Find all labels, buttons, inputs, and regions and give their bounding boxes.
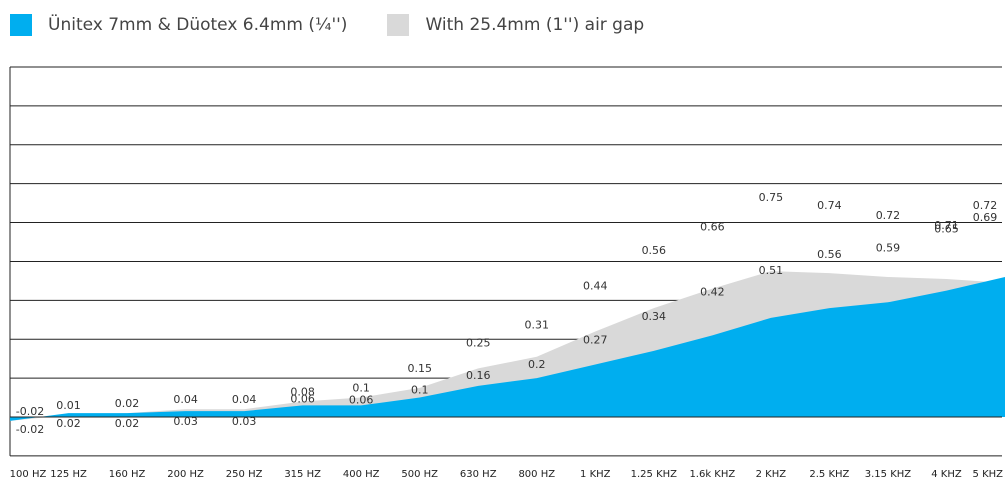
data-label: 0.66 — [700, 221, 725, 234]
data-label: 0.27 — [583, 334, 608, 347]
legend-swatch-unitex — [10, 14, 32, 36]
x-tick-label: 1.6k KHZ — [689, 469, 735, 480]
data-labels: -0.02 0.02 0.02 0.03 0.030.06 0.060.10.160.20… — [16, 191, 997, 436]
data-label: 0.01 — [56, 399, 81, 412]
data-label: 0.02 — [56, 417, 81, 430]
data-label: 0.56 — [817, 248, 842, 261]
x-tick-label: 3.15 KHZ — [865, 469, 912, 480]
data-label: -0.02 — [16, 423, 44, 436]
data-label: 0.59 — [876, 241, 901, 254]
data-label: 0.03 — [173, 415, 198, 428]
data-label: 0.44 — [583, 279, 608, 292]
x-tick-label: 200 HZ — [167, 469, 204, 480]
x-tick-label: 5 KHZ — [973, 469, 1004, 480]
data-label: 0.72 — [876, 209, 901, 222]
data-label: 0.72 — [973, 199, 998, 212]
x-tick-label: 630 HZ — [460, 469, 497, 480]
x-tick-label: 125 HZ — [50, 469, 87, 480]
legend-swatch-air-gap — [387, 14, 410, 36]
x-tick-label: 2 KHZ — [756, 469, 787, 480]
legend-item-air-gap: With 25.4mm (1'') air gap — [387, 14, 644, 36]
x-tick-label: 100 HZ — [10, 469, 47, 480]
data-label: 0.16 — [466, 369, 491, 382]
data-label: -0.02 — [16, 405, 44, 418]
x-axis: 100 HZ 125 HZ 160 HZ 200 HZ 250 HZ 315 HZ 400 … — [10, 469, 1003, 480]
data-label: 0.03 — [232, 415, 257, 428]
data-label: 0.1 — [352, 382, 370, 395]
legend: Ünitex 7mm & Düotex 6.4mm (¼'') With 25.… — [10, 14, 684, 36]
data-label: 0.02 — [115, 417, 140, 430]
data-label: 0.56 — [642, 244, 667, 257]
data-label: 0.02 — [115, 397, 140, 410]
x-tick-label: 1 KHZ — [580, 469, 611, 480]
data-label: 0.51 — [759, 264, 784, 277]
legend-label-air-gap: With 25.4mm (1'') air gap — [425, 15, 645, 35]
x-tick-label: 160 HZ — [109, 469, 146, 480]
data-label: 0.31 — [525, 319, 550, 332]
x-tick-label: 4 KHZ — [931, 469, 962, 480]
data-label: 0.2 — [528, 358, 546, 371]
series-areas — [10, 271, 1005, 421]
data-label: 0.75 — [759, 191, 784, 204]
x-tick-label: 2.5 KHZ — [809, 469, 849, 480]
x-tick-label: 250 HZ — [226, 469, 263, 480]
legend-item-unitex: Ünitex 7mm & Düotex 6.4mm (¼'') — [10, 14, 347, 36]
data-label: 0.04 — [232, 393, 257, 406]
x-tick-label: 500 HZ — [401, 469, 438, 480]
series-area-unitex — [10, 277, 1005, 421]
data-label: 0.04 — [173, 393, 198, 406]
grid-lines — [9, 66, 1002, 457]
data-label: 0.69 — [973, 211, 998, 224]
data-label: 0.1 — [411, 384, 429, 397]
data-label: 0.71 — [934, 219, 959, 232]
x-tick-label: 400 HZ — [343, 469, 380, 480]
data-label: 0.42 — [700, 285, 725, 298]
data-label: 0.65 — [934, 223, 959, 236]
data-label: 0.25 — [466, 336, 491, 349]
data-label: 0.74 — [817, 199, 842, 212]
data-label: 0.08 — [290, 385, 315, 398]
data-label: 0.06 — [349, 393, 374, 406]
x-tick-label: 1.25 KHZ — [631, 469, 678, 480]
x-tick-label: 800 HZ — [518, 469, 555, 480]
x-tick-label: 315 HZ — [284, 469, 321, 480]
data-label: 0.34 — [642, 310, 667, 323]
data-label: 0.06 — [290, 392, 315, 405]
legend-label-unitex: Ünitex 7mm & Düotex 6.4mm (¼'') — [48, 15, 348, 35]
data-label: 0.15 — [407, 362, 432, 375]
